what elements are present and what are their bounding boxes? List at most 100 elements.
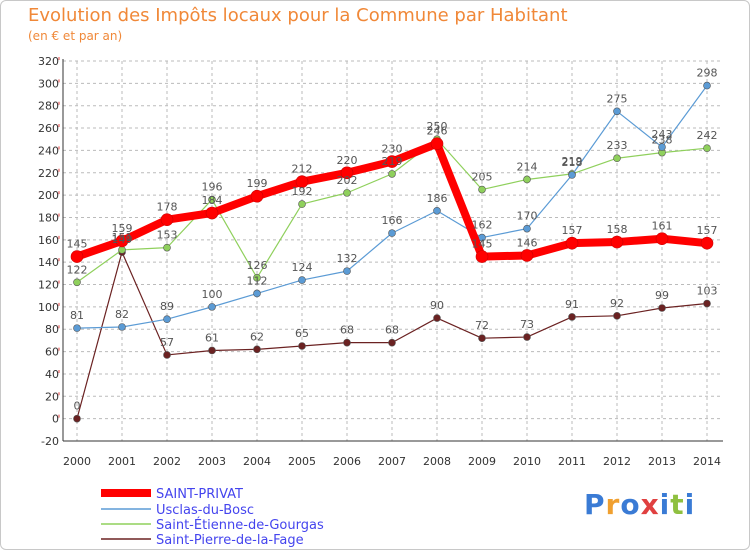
data-point — [118, 323, 126, 331]
y-tick-label: 260 — [38, 122, 59, 135]
data-point — [700, 236, 714, 250]
data-label: 124 — [292, 261, 313, 274]
data-labels: 0 149 57 61 62 65 68 68 90 72 73 91 92 99 103 122 151 153… — [67, 67, 718, 413]
data-label: 122 — [67, 263, 88, 276]
legend-label: Saint-Étienne-de-Gourgas — [156, 517, 324, 533]
data-label: 205 — [472, 171, 493, 184]
data-point — [388, 229, 396, 237]
x-tick-label: 2009 — [468, 455, 496, 468]
data-point — [160, 213, 174, 227]
data-point — [430, 137, 444, 151]
logo-letter: r — [605, 488, 621, 521]
data-label: 99 — [655, 289, 669, 302]
data-point — [565, 236, 579, 250]
data-label: 103 — [697, 285, 718, 298]
logo-letter: x — [640, 488, 660, 521]
data-point — [250, 189, 264, 203]
y-tick-label: 220 — [38, 167, 59, 180]
data-point — [163, 351, 171, 359]
proxiti-logo: Proxiti — [584, 488, 695, 521]
data-label: 145 — [472, 238, 493, 251]
x-tick-label: 2014 — [693, 455, 721, 468]
x-tick-label: 2002 — [153, 455, 181, 468]
data-label: 146 — [517, 236, 538, 249]
data-label: 161 — [652, 220, 673, 233]
data-point — [340, 166, 354, 180]
data-label: 65 — [295, 327, 309, 340]
data-point — [73, 278, 81, 287]
y-tick-label: 60 — [45, 346, 59, 359]
x-tick-label: 2012 — [603, 455, 631, 468]
y-tick-label: 320 — [38, 55, 59, 68]
y-tick-label: 120 — [38, 279, 59, 292]
data-label: 82 — [115, 308, 129, 321]
data-label: 250 — [427, 120, 448, 133]
data-point — [298, 200, 306, 208]
data-label: 242 — [697, 129, 718, 142]
data-label: 184 — [202, 194, 223, 207]
data-label: 275 — [607, 92, 628, 105]
data-point — [73, 414, 81, 423]
legend-label: SAINT-PRIVAT — [156, 487, 243, 502]
y-tick-label: -20 — [41, 435, 59, 448]
x-tick-label: 2000 — [63, 455, 91, 468]
data-point — [208, 346, 216, 355]
data-label: 162 — [472, 219, 493, 232]
y-tick-label: 100 — [38, 301, 59, 314]
legend-label: Usclas-du-Bosc — [156, 503, 254, 518]
y-tick-label: 140 — [38, 256, 59, 269]
data-label: 159 — [112, 222, 133, 235]
logo-letter: P — [584, 488, 606, 521]
data-point — [433, 206, 441, 215]
data-point — [388, 338, 396, 347]
data-point — [163, 243, 171, 252]
x-tick-label: 2001 — [108, 455, 136, 468]
data-point — [118, 246, 126, 254]
data-point — [613, 154, 621, 163]
y-tick-label: 20 — [45, 390, 59, 403]
data-point — [520, 249, 534, 262]
data-point — [478, 334, 486, 342]
y-tick-label: 160 — [38, 234, 59, 247]
x-tick-label: 2004 — [243, 455, 271, 468]
data-label: 170 — [517, 210, 538, 223]
data-label: 219 — [562, 155, 583, 168]
data-point — [478, 185, 486, 194]
data-point — [70, 250, 84, 263]
data-point — [298, 342, 306, 350]
data-point — [208, 303, 216, 311]
data-label: 219 — [382, 155, 403, 168]
data-point — [613, 107, 621, 116]
data-label: 0 — [74, 400, 81, 413]
data-label: 186 — [427, 192, 448, 205]
x-tick-label: 2006 — [333, 455, 361, 468]
data-label: 246 — [427, 125, 448, 138]
data-label: 157 — [697, 224, 718, 237]
data-label: 68 — [385, 324, 399, 337]
data-label: 126 — [247, 259, 268, 272]
data-point — [388, 170, 396, 178]
data-point — [568, 171, 576, 179]
y-tick-label: 180 — [38, 211, 59, 224]
data-point — [523, 333, 531, 341]
data-point — [703, 144, 711, 152]
data-label: 178 — [157, 201, 178, 214]
x-tick-label: 2005 — [288, 455, 316, 468]
data-label: 72 — [475, 319, 489, 332]
axes: -20 0 20 40 60 80 100 120 140 160 180 200 220 240 260 2… — [38, 55, 723, 468]
data-point — [343, 267, 351, 275]
data-label: 230 — [382, 143, 403, 156]
data-point — [385, 155, 399, 168]
logo-letter: o — [620, 488, 641, 521]
data-label: 192 — [292, 185, 313, 198]
data-point — [208, 195, 216, 204]
data-label: 62 — [250, 330, 264, 343]
logo-letter: t — [670, 488, 685, 521]
data-label: 199 — [247, 177, 268, 190]
data-label: 212 — [292, 163, 313, 176]
data-point — [205, 206, 219, 220]
data-label: 145 — [67, 238, 88, 251]
data-point — [295, 175, 309, 189]
